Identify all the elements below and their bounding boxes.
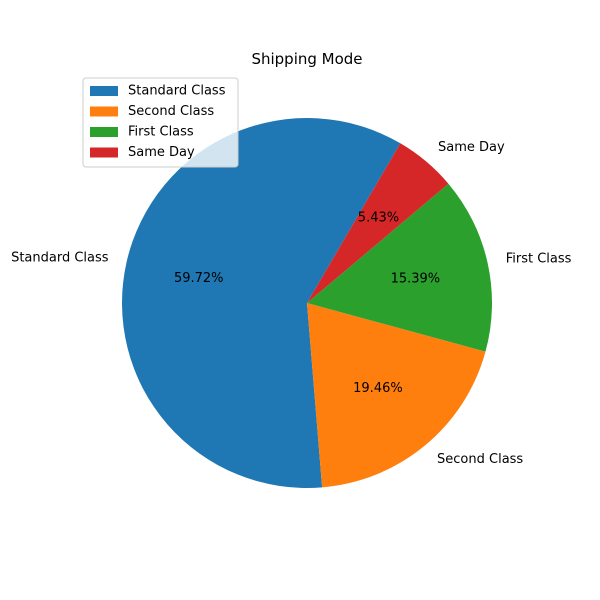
slice-percent-labels: 59.72% 19.46% 15.39% 5.43% (174, 211, 440, 396)
slice-second-class (307, 303, 486, 488)
slice-percent-standard-class: 59.72% (174, 271, 224, 286)
slice-same-day (307, 143, 449, 303)
legend-label-same-day: Same Day (128, 145, 195, 160)
slice-label-standard-class: Standard Class (11, 250, 109, 265)
legend-swatch-second-class (90, 106, 118, 117)
legend: Standard Class Second Class First Class Sam… (82, 77, 239, 168)
legend-label-second-class: Second Class (128, 104, 214, 119)
slice-labels: Standard Class Second Class First Class Sam… (11, 140, 572, 467)
slice-percent-same-day: 5.43% (358, 211, 399, 226)
legend-label-standard-class: Standard Class (128, 84, 226, 99)
pie-slices (121, 117, 492, 488)
slice-percent-first-class: 15.39% (391, 272, 441, 287)
legend-swatch-standard-class (90, 86, 118, 96)
legend-label-first-class: First Class (128, 125, 194, 140)
slice-label-first-class: First Class (506, 252, 572, 267)
legend-frame (82, 77, 239, 168)
slice-label-second-class: Second Class (437, 452, 523, 467)
slice-label-same-day: Same Day (438, 140, 505, 155)
slice-standard-class (121, 117, 401, 488)
slice-first-class (307, 183, 492, 352)
chart-title: Shipping Mode (251, 50, 362, 68)
legend-swatch-same-day (90, 147, 118, 158)
legend-swatch-first-class (90, 127, 118, 137)
slice-percent-second-class: 19.46% (353, 381, 403, 396)
